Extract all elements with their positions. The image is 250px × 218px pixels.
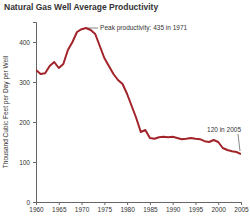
x-tick-mark (59, 202, 60, 205)
x-axis-line (37, 203, 242, 206)
x-tick-label: 1985 (143, 206, 158, 213)
x-axis: 1960 1965 1970 1975 1980 1985 1990 1995 2000 2005 (29, 202, 249, 213)
annotations: Peak productivity: 435 in 1971 120 in 200… (88, 24, 241, 151)
x-tick-label: 1980 (120, 206, 135, 213)
x-tick-label: 1970 (75, 206, 90, 213)
chart: Natural Gas Well Average Productivity Tho… (0, 0, 250, 218)
title: Natural Gas Well Average Productivity (4, 2, 158, 12)
y-tick-label: 0 (26, 199, 30, 206)
x-tick: 1970 (75, 202, 90, 213)
x-tick: 1965 (52, 202, 67, 213)
y-tick-label: 300 (19, 79, 30, 86)
x-tick-mark (173, 202, 174, 205)
plot-area (36, 28, 241, 154)
y-axis: 0 100 200 300 400 (19, 23, 36, 206)
annotation-pointer (238, 134, 240, 151)
x-tick: 1995 (189, 202, 204, 213)
y-tick: 0 (26, 199, 36, 206)
x-tick-mark (195, 202, 196, 205)
x-tick-mark (127, 202, 128, 205)
x-tick-label: 1995 (189, 206, 204, 213)
x-tick: 1960 (29, 202, 44, 213)
x-tick: 1975 (98, 202, 113, 213)
x-tick-label: 1975 (98, 206, 113, 213)
x-tick-mark (82, 202, 83, 205)
x-tick: 2000 (211, 202, 226, 213)
y-tick-mark (33, 202, 36, 203)
annotation: 120 in 2005 (207, 126, 241, 133)
y-tick-mark (33, 122, 36, 123)
x-tick: 1990 (166, 202, 181, 213)
annotation-pointer (88, 28, 98, 29)
data-line (36, 28, 241, 154)
x-tick-mark (150, 202, 151, 205)
x-tick-label: 2005 (234, 206, 249, 213)
y-axis-line (33, 23, 37, 203)
x-tick: 2005 (234, 202, 249, 213)
x-tick: 1980 (120, 202, 135, 213)
y-tick-label: 200 (19, 119, 30, 126)
y-tick-mark (33, 82, 36, 83)
y-tick-label: 400 (19, 39, 30, 46)
y-tick: 200 (19, 119, 36, 126)
x-tick-label: 1990 (166, 206, 181, 213)
y-tick: 100 (19, 159, 36, 166)
y-tick: 400 (19, 39, 36, 46)
y-tick: 300 (19, 79, 36, 86)
y-axis-title: Thousand Cubic Feet per Day per Well (2, 55, 10, 168)
x-tick-mark (104, 202, 105, 205)
y-tick-label: 100 (19, 159, 30, 166)
x-tick-mark (241, 202, 242, 205)
x-tick: 1985 (143, 202, 158, 213)
y-tick-mark (33, 42, 36, 43)
x-tick-label: 1960 (29, 206, 44, 213)
x-tick-mark (218, 202, 219, 205)
x-tick-label: 2000 (211, 206, 226, 213)
x-tick-label: 1965 (52, 206, 67, 213)
annotation: Peak productivity: 435 in 1971 (100, 24, 187, 32)
y-tick-mark (33, 162, 36, 163)
